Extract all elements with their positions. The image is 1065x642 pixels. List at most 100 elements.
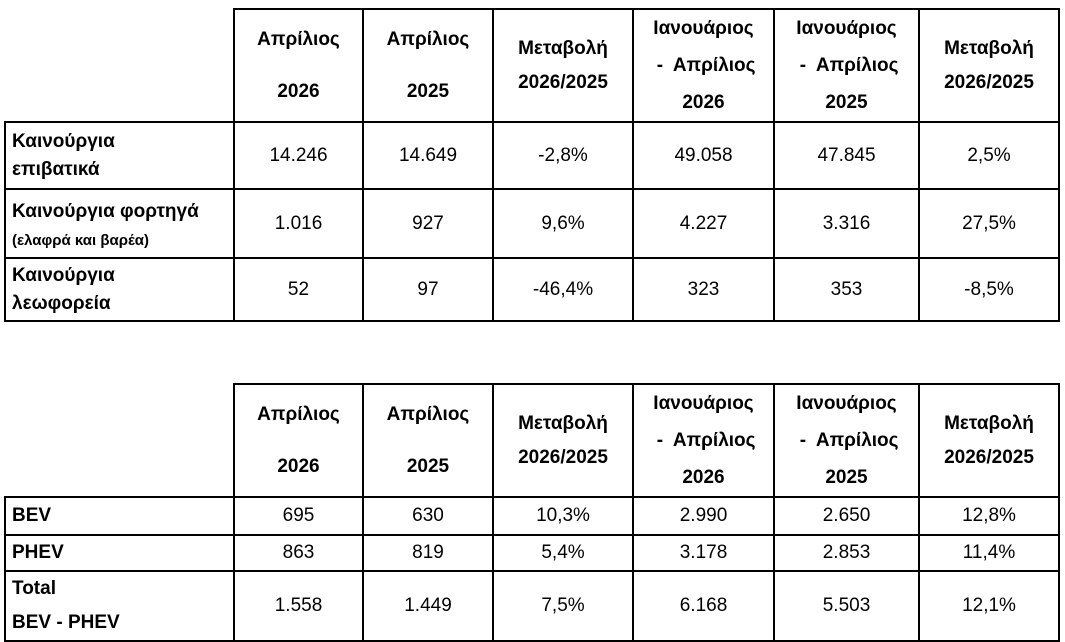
label-line: BEV — [12, 505, 52, 526]
label-line: PHEV — [12, 542, 64, 563]
data-row: Total BEV - PHEV 1.558 1.449 7,5% 6.168 5.503 1… — [4, 570, 1060, 642]
header-cell: Απρίλιος 2026 — [233, 8, 364, 123]
data-table: Απρίλιος 2026 Απρίλιος 2025 Μεταβολή 2026/202… — [4, 8, 1060, 322]
row-label: Καινούργια επιβατικά — [4, 121, 235, 190]
corner-cell — [5, 9, 235, 123]
value-cell: 2,5% — [918, 121, 1060, 190]
header-row: Απρίλιος 2026 Απρίλιος 2025 Μεταβολή 2026/202… — [5, 383, 1060, 498]
header-cell: Μεταβολή 2026/2025 — [918, 383, 1060, 498]
header-line: 2026 — [682, 92, 725, 113]
value-cell: 2.990 — [632, 496, 775, 536]
header-line: Μεταβολή — [944, 412, 1034, 434]
value-cell: 9,6% — [492, 188, 634, 259]
header-line: 2026/2025 — [944, 446, 1034, 468]
data-row: PHEV 863 819 5,4% 3.178 2.853 11,4% — [4, 534, 1060, 572]
value-cell: 5,4% — [492, 534, 634, 572]
header-row: Απρίλιος 2026 Απρίλιος 2025 Μεταβολή 2026/202… — [5, 8, 1060, 123]
value-cell: 14.649 — [362, 121, 494, 190]
label-line: BEV - PHEV — [12, 612, 120, 633]
header-line: Ιανουάριος — [653, 393, 754, 414]
data-row: Καινούργια φορτηγά (ελαφρά και βαρέα) 1.01… — [4, 188, 1060, 259]
header-cell: Μεταβολή 2026/2025 — [492, 383, 634, 498]
value-cell: 7,5% — [492, 570, 634, 642]
header-line: Απρίλιος — [386, 28, 470, 50]
value-cell: 630 — [362, 496, 494, 536]
header-line: Ιανουάριος — [796, 18, 897, 39]
value-cell: 927 — [362, 188, 494, 259]
header-line: Απρίλιος — [257, 403, 340, 425]
header-line: Απρίλιος — [386, 403, 470, 425]
value-cell: 52 — [233, 257, 364, 322]
header-line: 2025 — [825, 467, 868, 488]
header-line: 2026/2025 — [518, 446, 608, 468]
value-cell: 1.449 — [362, 570, 494, 642]
header-line: 2025 — [406, 80, 450, 102]
header-cell: Ιανουάριος - Απρίλιος 2026 — [632, 383, 775, 498]
row-label: Καινούργια φορτηγά (ελαφρά και βαρέα) — [4, 188, 235, 259]
value-cell: -8,5% — [918, 257, 1060, 322]
value-cell: 323 — [632, 257, 775, 322]
value-cell: -2,8% — [492, 121, 634, 190]
header-line: - Απρίλιος — [651, 430, 756, 451]
header-cell: Απρίλιος 2025 — [362, 383, 494, 498]
header-cell: Απρίλιος 2026 — [233, 383, 364, 498]
value-cell: 3.178 — [632, 534, 775, 572]
label-note: (ελαφρά και βαρέα) — [12, 232, 149, 249]
label-line: επιβατικά — [12, 158, 100, 180]
value-cell: 5.503 — [773, 570, 920, 642]
header-cell: Μεταβολή 2026/2025 — [492, 8, 634, 123]
value-cell: 12,1% — [918, 570, 1060, 642]
value-cell: 863 — [233, 534, 364, 572]
header-line: 2025 — [406, 455, 450, 477]
value-cell: 6.168 — [632, 570, 775, 642]
header-line: 2026/2025 — [518, 71, 608, 93]
value-cell: 353 — [773, 257, 920, 322]
row-label: Total BEV - PHEV — [4, 570, 235, 642]
header-line: 2026 — [682, 467, 725, 488]
header-line: 2025 — [825, 92, 868, 113]
value-cell: 1.558 — [233, 570, 364, 642]
header-line: 2026 — [277, 455, 320, 477]
header-line: 2026 — [277, 80, 320, 102]
label-line: Total — [12, 578, 56, 599]
value-cell: 2.650 — [773, 496, 920, 536]
row-label: BEV — [4, 496, 235, 536]
header-cell: Ιανουάριος - Απρίλιος 2025 — [773, 8, 920, 123]
label-line: Καινούργια φορτηγά — [12, 201, 199, 222]
header-line: Απρίλιος — [257, 28, 340, 50]
value-cell: 10,3% — [492, 496, 634, 536]
header-line: Μεταβολή — [944, 37, 1034, 59]
header-cell: Ιανουάριος - Απρίλιος 2026 — [632, 8, 775, 123]
header-line: Μεταβολή — [518, 412, 608, 434]
header-line: Ιανουάριος — [796, 393, 897, 414]
value-cell: 49.058 — [632, 121, 775, 190]
label-line: Καινούργια — [12, 130, 115, 152]
value-cell: 47.845 — [773, 121, 920, 190]
header-line: Ιανουάριος — [653, 18, 754, 39]
value-cell: 1.016 — [233, 188, 364, 259]
data-row: Καινούργια λεωφορεία 52 97 -46,4% 323 353 -8,5% — [4, 257, 1060, 322]
value-cell: 12,8% — [918, 496, 1060, 536]
header-line: - Απρίλιος — [794, 55, 899, 76]
header-line: - Απρίλιος — [794, 430, 899, 451]
label-line: λεωφορεία — [12, 292, 111, 314]
value-cell: 11,4% — [918, 534, 1060, 572]
data-row: Καινούργια επιβατικά 14.246 14.649 -2,8% 49.0… — [4, 121, 1060, 190]
row-label: PHEV — [4, 534, 235, 572]
value-cell: 97 — [362, 257, 494, 322]
data-table: Απρίλιος 2026 Απρίλιος 2025 Μεταβολή 2026/202… — [4, 383, 1060, 642]
value-cell: 2.853 — [773, 534, 920, 572]
value-cell: 14.246 — [233, 121, 364, 190]
header-line: - Απρίλιος — [651, 55, 756, 76]
value-cell: 695 — [233, 496, 364, 536]
header-line: 2026/2025 — [944, 71, 1034, 93]
value-cell: 819 — [362, 534, 494, 572]
header-line: Μεταβολή — [518, 37, 608, 59]
value-cell: -46,4% — [492, 257, 634, 322]
corner-cell — [5, 384, 235, 498]
label-line: Καινούργια — [12, 264, 115, 286]
value-cell: 4.227 — [632, 188, 775, 259]
header-cell: Απρίλιος 2025 — [362, 8, 494, 123]
header-cell: Ιανουάριος - Απρίλιος 2025 — [773, 383, 920, 498]
